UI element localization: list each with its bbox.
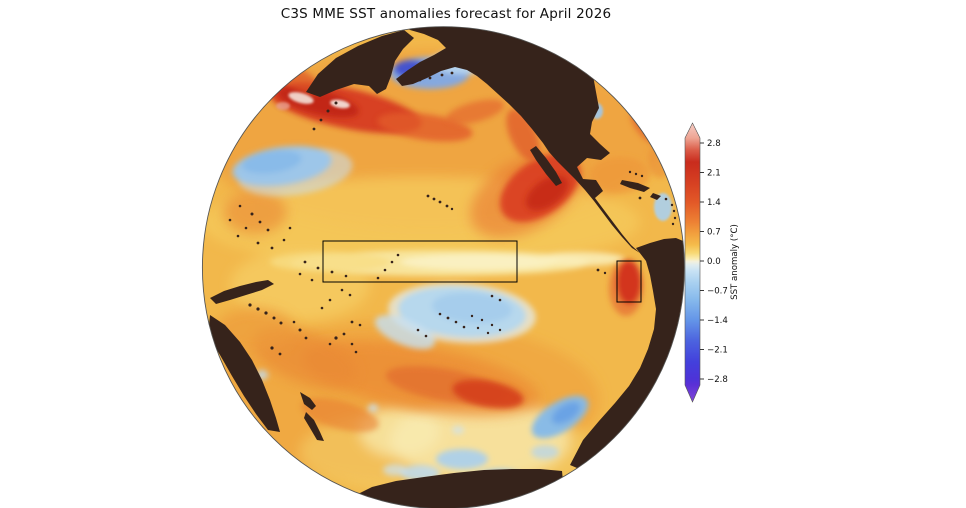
land-australia [208,315,280,432]
cool-chile-coast [531,395,589,439]
warm-south-pacific-band [215,190,539,433]
colorbar-tick-label: −2.1 [707,346,728,356]
warm-peru-coast [609,260,643,316]
south-america-coastal-box [616,260,642,303]
colorbar-tick-labels: 2.8 2.1 1.4 0.7 0.0 −0.7 −1.4 −2.1 −2.8 [707,139,728,385]
colorbar-tick-label: 2.1 [707,169,721,179]
land-cuba [620,180,650,192]
colorbar-ticks [700,142,704,380]
land-new-guinea [210,280,274,304]
colorbar-tick-label: −0.7 [707,287,728,297]
land-baja-california [530,146,562,186]
land-north-america [396,26,640,253]
cool-south-central-pacific [374,282,536,349]
colorbar-tick-label: 0.7 [707,228,721,238]
land-hispaniola [650,193,661,200]
colorbar-tick-label: 0.0 [707,257,721,267]
colorbar-tick-label: −1.4 [707,316,728,326]
cool-northwest-central-pacific [232,145,353,197]
land-south-america [570,238,685,476]
colorbar-tick-label: 1.4 [707,198,721,208]
land-layer [208,26,685,508]
island-dots [228,71,677,356]
colorbar: 2.8 2.1 1.4 0.7 0.0 −0.7 −1.4 −2.1 −2.8 … [684,122,740,403]
colorbar-tick-label: −2.8 [707,375,728,385]
land-siberia-kamchatka [306,30,414,97]
colorbar-axis-label: SST anomaly (°C) [730,224,740,300]
land-new-zealand-south [304,412,324,441]
equatorial-pacific-box [322,240,518,283]
equatorial-neutral-band [270,250,625,276]
globe-outline [202,26,685,508]
figure-title: C3S MME SST anomalies forecast for April… [280,6,612,22]
land-new-zealand-north [300,392,316,410]
colorbar-gradient [684,122,701,403]
colorbar-tick-label: 2.8 [707,139,721,149]
